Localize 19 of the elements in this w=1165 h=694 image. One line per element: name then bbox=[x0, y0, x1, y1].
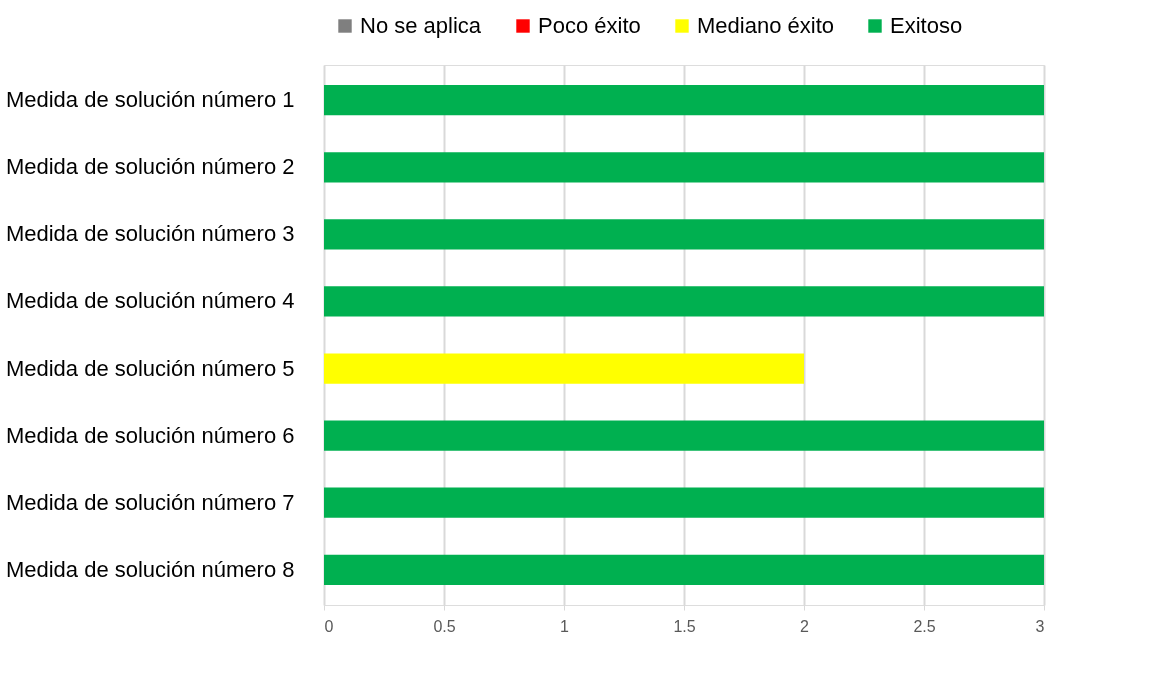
y-tick-label: Medida de solución número 3 bbox=[5, 221, 295, 247]
x-tick-label: 1 bbox=[560, 617, 570, 635]
y-tick-label: Medida de solución número 6 bbox=[5, 422, 295, 448]
legend-label: Mediano éxito bbox=[697, 13, 834, 38]
y-tick-label: Medida de solución número 2 bbox=[5, 154, 295, 180]
y-tick-label: Medida de solución número 4 bbox=[5, 288, 295, 314]
y-tick-label: Medida de solución número 8 bbox=[5, 556, 295, 582]
x-tick-label: 0.5 bbox=[433, 617, 456, 635]
x-tick-label: 2 bbox=[800, 617, 810, 635]
x-tick-label: 1.5 bbox=[673, 617, 696, 635]
x-tick-label: 0 bbox=[324, 617, 334, 635]
y-tick-label: Medida de solución número 7 bbox=[5, 489, 295, 515]
y-tick-label: Medida de solución número 1 bbox=[5, 87, 295, 113]
x-tick-label: 3 bbox=[1035, 617, 1045, 635]
legend-label: No se aplica bbox=[360, 13, 482, 38]
x-tick-label: 2.5 bbox=[913, 617, 936, 635]
legend-label: Exitoso bbox=[890, 13, 963, 38]
y-tick-label: Medida de solución número 5 bbox=[5, 355, 295, 381]
legend-label: Poco éxito bbox=[538, 13, 641, 38]
